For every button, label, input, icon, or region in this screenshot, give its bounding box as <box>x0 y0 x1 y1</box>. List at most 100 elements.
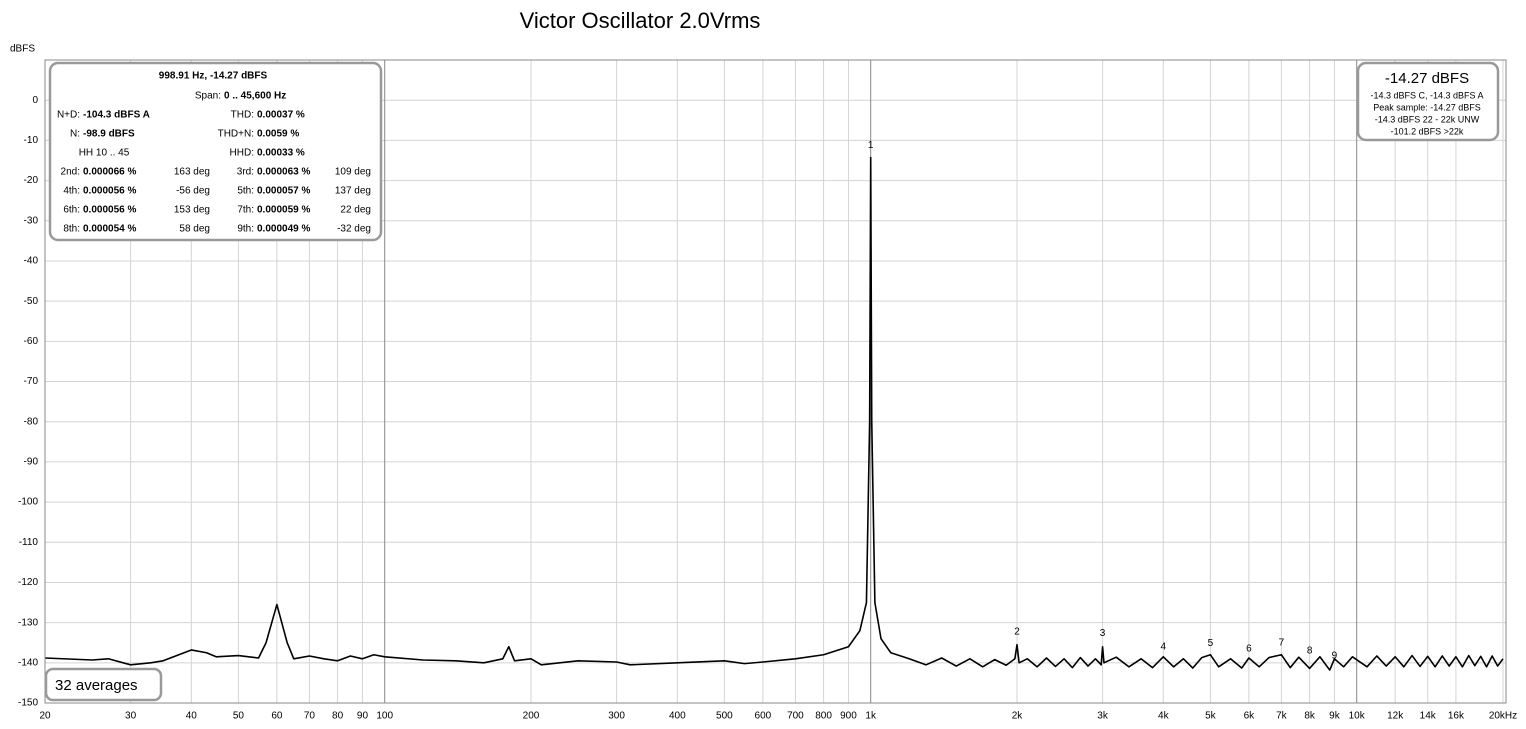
x-tick-label: 2k <box>1012 711 1024 722</box>
x-tick-label: 800 <box>815 711 832 722</box>
x-tick-label: 100 <box>376 711 393 722</box>
harmonic-level: 0.000063 % <box>257 167 310 178</box>
harmonic-level: 0.000056 % <box>83 186 136 197</box>
y-tick-label: -130 <box>18 617 38 628</box>
y-tick-label: -90 <box>24 457 39 468</box>
span-value: 0 .. 45,600 Hz <box>224 91 286 102</box>
level-line: -14.3 dBFS 22 - 22k UNW <box>1375 114 1480 124</box>
thdn-label: THD+N: <box>218 129 254 140</box>
harmonics-table: 2nd: 0.000066 % 163 deg 3rd: 0.000063 % 109 d… <box>61 167 371 235</box>
y-tick-label: 0 <box>32 95 38 106</box>
harmonic-level: 0.000056 % <box>83 205 136 216</box>
harmonic-level: 0.000054 % <box>83 224 136 235</box>
x-tick-label: 500 <box>716 711 733 722</box>
harmonic-marker: 3 <box>1100 628 1106 639</box>
x-tick-label: 40 <box>186 711 198 722</box>
averages-box <box>44 667 163 702</box>
y-tick-label: -70 <box>24 376 39 387</box>
x-tick-label: 70 <box>304 711 316 722</box>
grid <box>44 60 1506 704</box>
x-tick-label: 14k <box>1420 711 1437 722</box>
x-tick-label: 1k <box>865 711 877 722</box>
hhd-value: 0.00033 % <box>257 148 305 159</box>
nd-label: N+D: <box>57 110 80 121</box>
x-tick-label: 5k <box>1205 711 1217 722</box>
y-tick-label: -30 <box>24 215 39 226</box>
harmonic-marker: 8 <box>1307 645 1313 656</box>
x-tick-label: 80 <box>332 711 344 722</box>
harmonic-marker: 1 <box>868 140 874 151</box>
y-tick-label: -40 <box>24 256 39 267</box>
level-line: -101.2 dBFS >22k <box>1391 126 1464 136</box>
harmonic-marker: 6 <box>1246 643 1252 654</box>
x-tick-label: 20 <box>39 711 51 722</box>
info-header: 998.91 Hz, -14.27 dBFS <box>159 71 268 82</box>
x-tick-label: 700 <box>787 711 804 722</box>
harmonic-name: 7th: <box>237 205 254 216</box>
x-tick-label: 30 <box>125 711 137 722</box>
x-tick-label: 900 <box>840 711 857 722</box>
level-box <box>1356 61 1500 142</box>
y-tick-label: -150 <box>18 698 38 709</box>
hhd-label: HHD: <box>230 148 254 159</box>
y-tick-label: -20 <box>24 175 39 186</box>
thd-label: THD: <box>231 110 254 121</box>
y-tick-label: -120 <box>18 577 38 588</box>
level-line: Peak sample: -14.27 dBFS <box>1373 102 1481 112</box>
harmonic-phase: 109 deg <box>335 167 371 178</box>
thd-value: 0.00037 % <box>257 110 305 121</box>
y-tick-label: -100 <box>18 497 38 508</box>
harmonic-level: 0.000057 % <box>257 186 310 197</box>
harmonic-phase: -32 deg <box>337 224 371 235</box>
y-tick-label: -80 <box>24 416 39 427</box>
y-tick-label: -60 <box>24 336 39 347</box>
x-tick-label: 4k <box>1158 711 1170 722</box>
plot-area: 1 2 3 4 5 6 7 8 9 <box>44 140 1504 671</box>
averages-label: 32 averages <box>55 677 138 694</box>
harmonic-level: 0.000066 % <box>83 167 136 178</box>
span-label: Span: <box>195 91 221 102</box>
harmonic-name: 6th: <box>63 205 80 216</box>
x-tick-label: 7k <box>1276 711 1288 722</box>
harmonic-phase: 163 deg <box>174 167 210 178</box>
n-label: N: <box>70 129 80 140</box>
x-tick-label: 10k <box>1349 711 1366 722</box>
x-tick-label: 300 <box>608 711 625 722</box>
harmonic-level: 0.000059 % <box>257 205 310 216</box>
harmonic-name: 9th: <box>237 224 254 235</box>
harmonic-marker: 4 <box>1161 641 1167 652</box>
hh-range: HH 10 .. 45 <box>79 148 130 159</box>
info-box <box>48 61 383 242</box>
x-tick-label: 50 <box>233 711 245 722</box>
harmonic-name: 5th: <box>237 186 254 197</box>
n-value: -98.9 dBFS <box>83 129 135 140</box>
harmonic-level: 0.000049 % <box>257 224 310 235</box>
x-tick-label: 600 <box>755 711 772 722</box>
x-tick-label: 9k <box>1329 711 1341 722</box>
harmonic-phase: -56 deg <box>176 186 210 197</box>
y-tick-label: -10 <box>24 135 39 146</box>
harmonic-phase: 153 deg <box>174 205 210 216</box>
x-tick-label: 8k <box>1304 711 1316 722</box>
level-line: -14.3 dBFS C, -14.3 dBFS A <box>1370 90 1483 100</box>
y-tick-label: -110 <box>19 537 39 548</box>
y-axis-label: dBFS <box>10 44 35 55</box>
harmonic-phase: 137 deg <box>335 186 371 197</box>
harmonic-name: 2nd: <box>61 167 80 178</box>
y-tick-label: -50 <box>24 296 39 307</box>
harmonic-marker: 7 <box>1279 637 1285 648</box>
level-value: -14.27 dBFS <box>1385 70 1469 87</box>
x-tick-label: 3k <box>1097 711 1109 722</box>
nd-value: -104.3 dBFS A <box>83 110 150 121</box>
x-tick-label: 16k <box>1448 711 1465 722</box>
harmonic-marker: 2 <box>1014 627 1020 638</box>
harmonic-marker: 5 <box>1208 638 1214 649</box>
x-tick-label: 6k <box>1244 711 1256 722</box>
harmonic-phase: 58 deg <box>179 224 210 235</box>
y-tick-label: -140 <box>18 657 38 668</box>
harmonic-phase: 22 deg <box>340 205 371 216</box>
averages-panel: 32 averages <box>44 667 163 702</box>
level-lines: -14.3 dBFS C, -14.3 dBFS A Peak sample: -… <box>1370 90 1483 136</box>
spectrum-line <box>44 156 1504 671</box>
